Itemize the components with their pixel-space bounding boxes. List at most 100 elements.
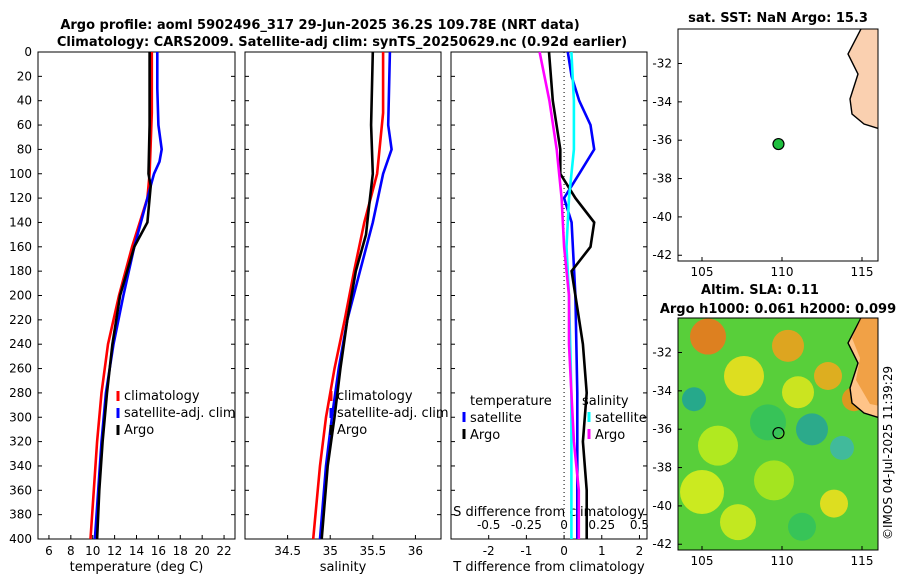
y-tick-label: 120 (9, 191, 32, 205)
y-tick-label: 20 (17, 69, 32, 83)
land-coast (847, 29, 878, 130)
x-tick-label: 35.5 (359, 544, 386, 558)
sla-map-title-line2: Argo h1000: 0.061 h2000: 0.099 (660, 302, 896, 317)
coastal-shelf (852, 318, 878, 406)
map-y-tick-label: -42 (652, 248, 672, 262)
map-x-tick-label: 105 (691, 265, 714, 279)
x-top-tick-label: -0.5 (477, 518, 500, 532)
sla-anomaly-blob (680, 470, 724, 514)
plot-frame (450, 51, 648, 540)
sla-anomaly-blob (772, 329, 804, 362)
x-tick-label: 14 (129, 544, 144, 558)
sla-anomaly-blob (796, 413, 828, 446)
map-y-tick-label: -34 (652, 384, 672, 398)
sla-anomaly-blob (830, 435, 854, 460)
legend-title-salinity: salinity (582, 394, 629, 409)
map-y-tick-label: -32 (652, 346, 672, 360)
salinity-panel: 34.5 35 35.5 36 salinity climatology satellite… (244, 51, 449, 575)
x-tick-label: 10 (85, 544, 100, 558)
sla-anomaly-blob (754, 460, 794, 501)
y-tick-label: 220 (9, 313, 32, 327)
x-tick-label: 6 (45, 544, 53, 558)
legend-entry: satellite-adj. clim (337, 406, 449, 421)
x-tick-label: 12 (107, 544, 122, 558)
y-tick-label: 320 (9, 435, 32, 449)
x-tick-label: 0 (560, 544, 568, 558)
plot-frame (37, 51, 236, 540)
x-tick-label: 34.5 (274, 544, 301, 558)
x-tick-label: -1 (520, 544, 532, 558)
y-tick-label: 40 (17, 94, 32, 108)
series-line-t-argo (547, 51, 596, 539)
y-tick-label: 160 (9, 240, 32, 254)
map-frame (677, 28, 879, 262)
legend-entry: satellite-adj. clim (124, 406, 236, 421)
map-y-tick-label: -40 (652, 499, 672, 513)
map-y-tick-label: -32 (652, 57, 672, 71)
legend-entry: climatology (337, 389, 413, 404)
y-tick-label: 200 (9, 289, 32, 303)
plot-frame (244, 51, 442, 540)
legend-entry: Argo (595, 428, 625, 443)
y-tick-label: 240 (9, 337, 32, 351)
title-line1: Argo profile: aoml 5902496_317 29-Jun-20… (60, 18, 579, 33)
x-axis-label: T difference from climatology (452, 560, 645, 575)
map-body (847, 29, 878, 130)
map-y-tick-label: -38 (652, 461, 672, 475)
x-top-tick-label: 0 (560, 518, 568, 532)
x-tick-label: 20 (195, 544, 210, 558)
y-tick-label: 60 (17, 118, 32, 132)
legend-entry: satellite (470, 411, 522, 426)
argo-position-marker (772, 426, 785, 440)
x-top-axis-label: S difference from climatology (453, 505, 645, 520)
x-top-tick-label: -0.25 (511, 518, 542, 532)
sla-anomaly-blob (814, 362, 842, 390)
difference-panel: -2 -1 0 1 2 -0.5 -0.25 0 0.25 0.5S difference fro… (450, 51, 649, 575)
sla-anomaly-blob (724, 356, 764, 396)
map-y-tick-label: -36 (652, 133, 672, 147)
sst-map-panel: -32 -34 -36 -38 -40 -42 105 110 115 sat. SST: NaN… (652, 11, 879, 279)
sla-anomaly-blob (782, 376, 814, 409)
y-tick-label: 300 (9, 410, 32, 424)
map-x-tick-label: 110 (771, 554, 794, 568)
map-frame (677, 317, 879, 551)
y-tick-label: 340 (9, 459, 32, 473)
sla-anomaly-blob (720, 504, 756, 541)
y-tick-label: 260 (9, 362, 32, 376)
x-tick-label: 35 (323, 544, 338, 558)
sla-map-panel: -32 -34 -36 -38 -40 -42 105 110 115 Altim. SLA: 0… (652, 283, 896, 568)
map-y-tick-label: -38 (652, 172, 672, 186)
map-x-tick-label: 115 (851, 265, 874, 279)
legend-entry: Argo (124, 423, 154, 438)
map-y-tick-label: -36 (652, 422, 672, 436)
legend-entry: Argo (337, 423, 367, 438)
series-line-argo (95, 52, 153, 540)
sla-anomaly-blob (788, 512, 816, 541)
x-axis-label: salinity (320, 560, 367, 575)
sla-anomaly-blob (820, 489, 848, 518)
y-tick-label: 180 (9, 264, 32, 278)
x-tick-label: 18 (173, 544, 188, 558)
series-line-s-satellite (565, 51, 576, 539)
x-tick-label: 2 (636, 544, 644, 558)
legend-title-temperature: temperature (470, 394, 552, 409)
y-tick-label: 280 (9, 386, 32, 400)
x-top-tick-label: 0.5 (630, 518, 649, 532)
map-y-tick-label: -40 (652, 210, 672, 224)
legend-entry: climatology (124, 389, 200, 404)
map-body (678, 318, 878, 550)
map-x-tick-label: 110 (771, 265, 794, 279)
y-tick-label: 80 (17, 142, 32, 156)
map-x-tick-label: 105 (691, 554, 714, 568)
y-tick-label: 100 (9, 167, 32, 181)
sla-anomaly-blob (690, 318, 726, 355)
y-tick-label: 140 (9, 215, 32, 229)
y-tick-label: 0 (24, 45, 32, 59)
x-tick-label: 16 (151, 544, 166, 558)
y-tick-label: 360 (9, 483, 32, 497)
temperature-panel: 0 20 40 60 80 100 120 140 160 180 200 220 240 260 280 3… (9, 45, 236, 575)
series-line-climatology (311, 52, 385, 540)
sst-map-title: sat. SST: NaN Argo: 15.3 (688, 11, 868, 26)
argo-position-marker (772, 137, 785, 151)
